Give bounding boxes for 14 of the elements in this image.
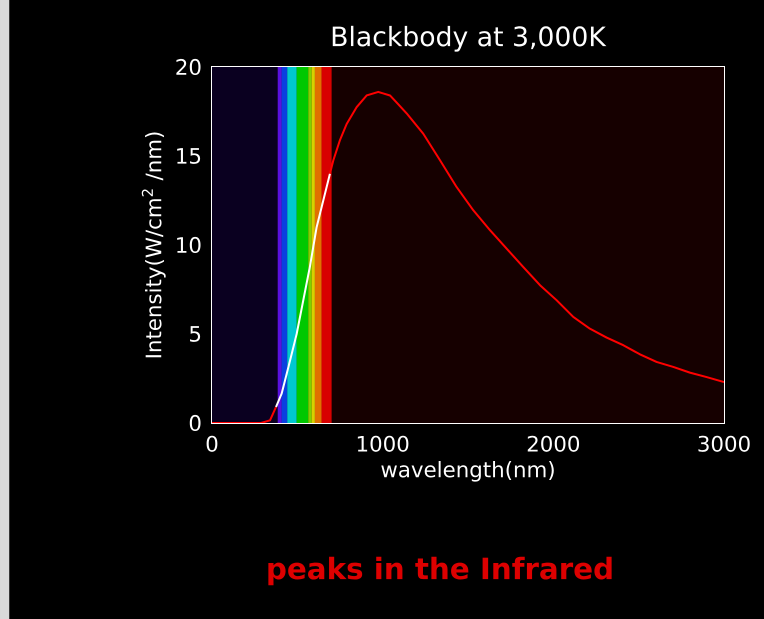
text: peaks in the Infrared xyxy=(268,556,612,586)
x-tick-label: 3000 xyxy=(698,436,750,452)
x-axis-title: wavelength(nm) xyxy=(381,461,554,482)
x-tick-label: 0 xyxy=(206,436,218,452)
x-tick-label: 2000 xyxy=(528,436,580,452)
y-tick-label: 10 xyxy=(177,236,201,254)
chart-title: Blackbody at 3,000K xyxy=(332,26,606,52)
y-tick-label: 5 xyxy=(190,326,200,342)
y-tick-label: 15 xyxy=(177,148,200,164)
y-tick-label: 0 xyxy=(190,414,201,432)
y-axis-title: Intensity(W/cm$^{2}$ /nm) xyxy=(142,132,166,358)
y-tick-label: 20 xyxy=(176,58,201,76)
line-series xyxy=(328,90,724,384)
x-tick-label: 1000 xyxy=(358,436,408,452)
